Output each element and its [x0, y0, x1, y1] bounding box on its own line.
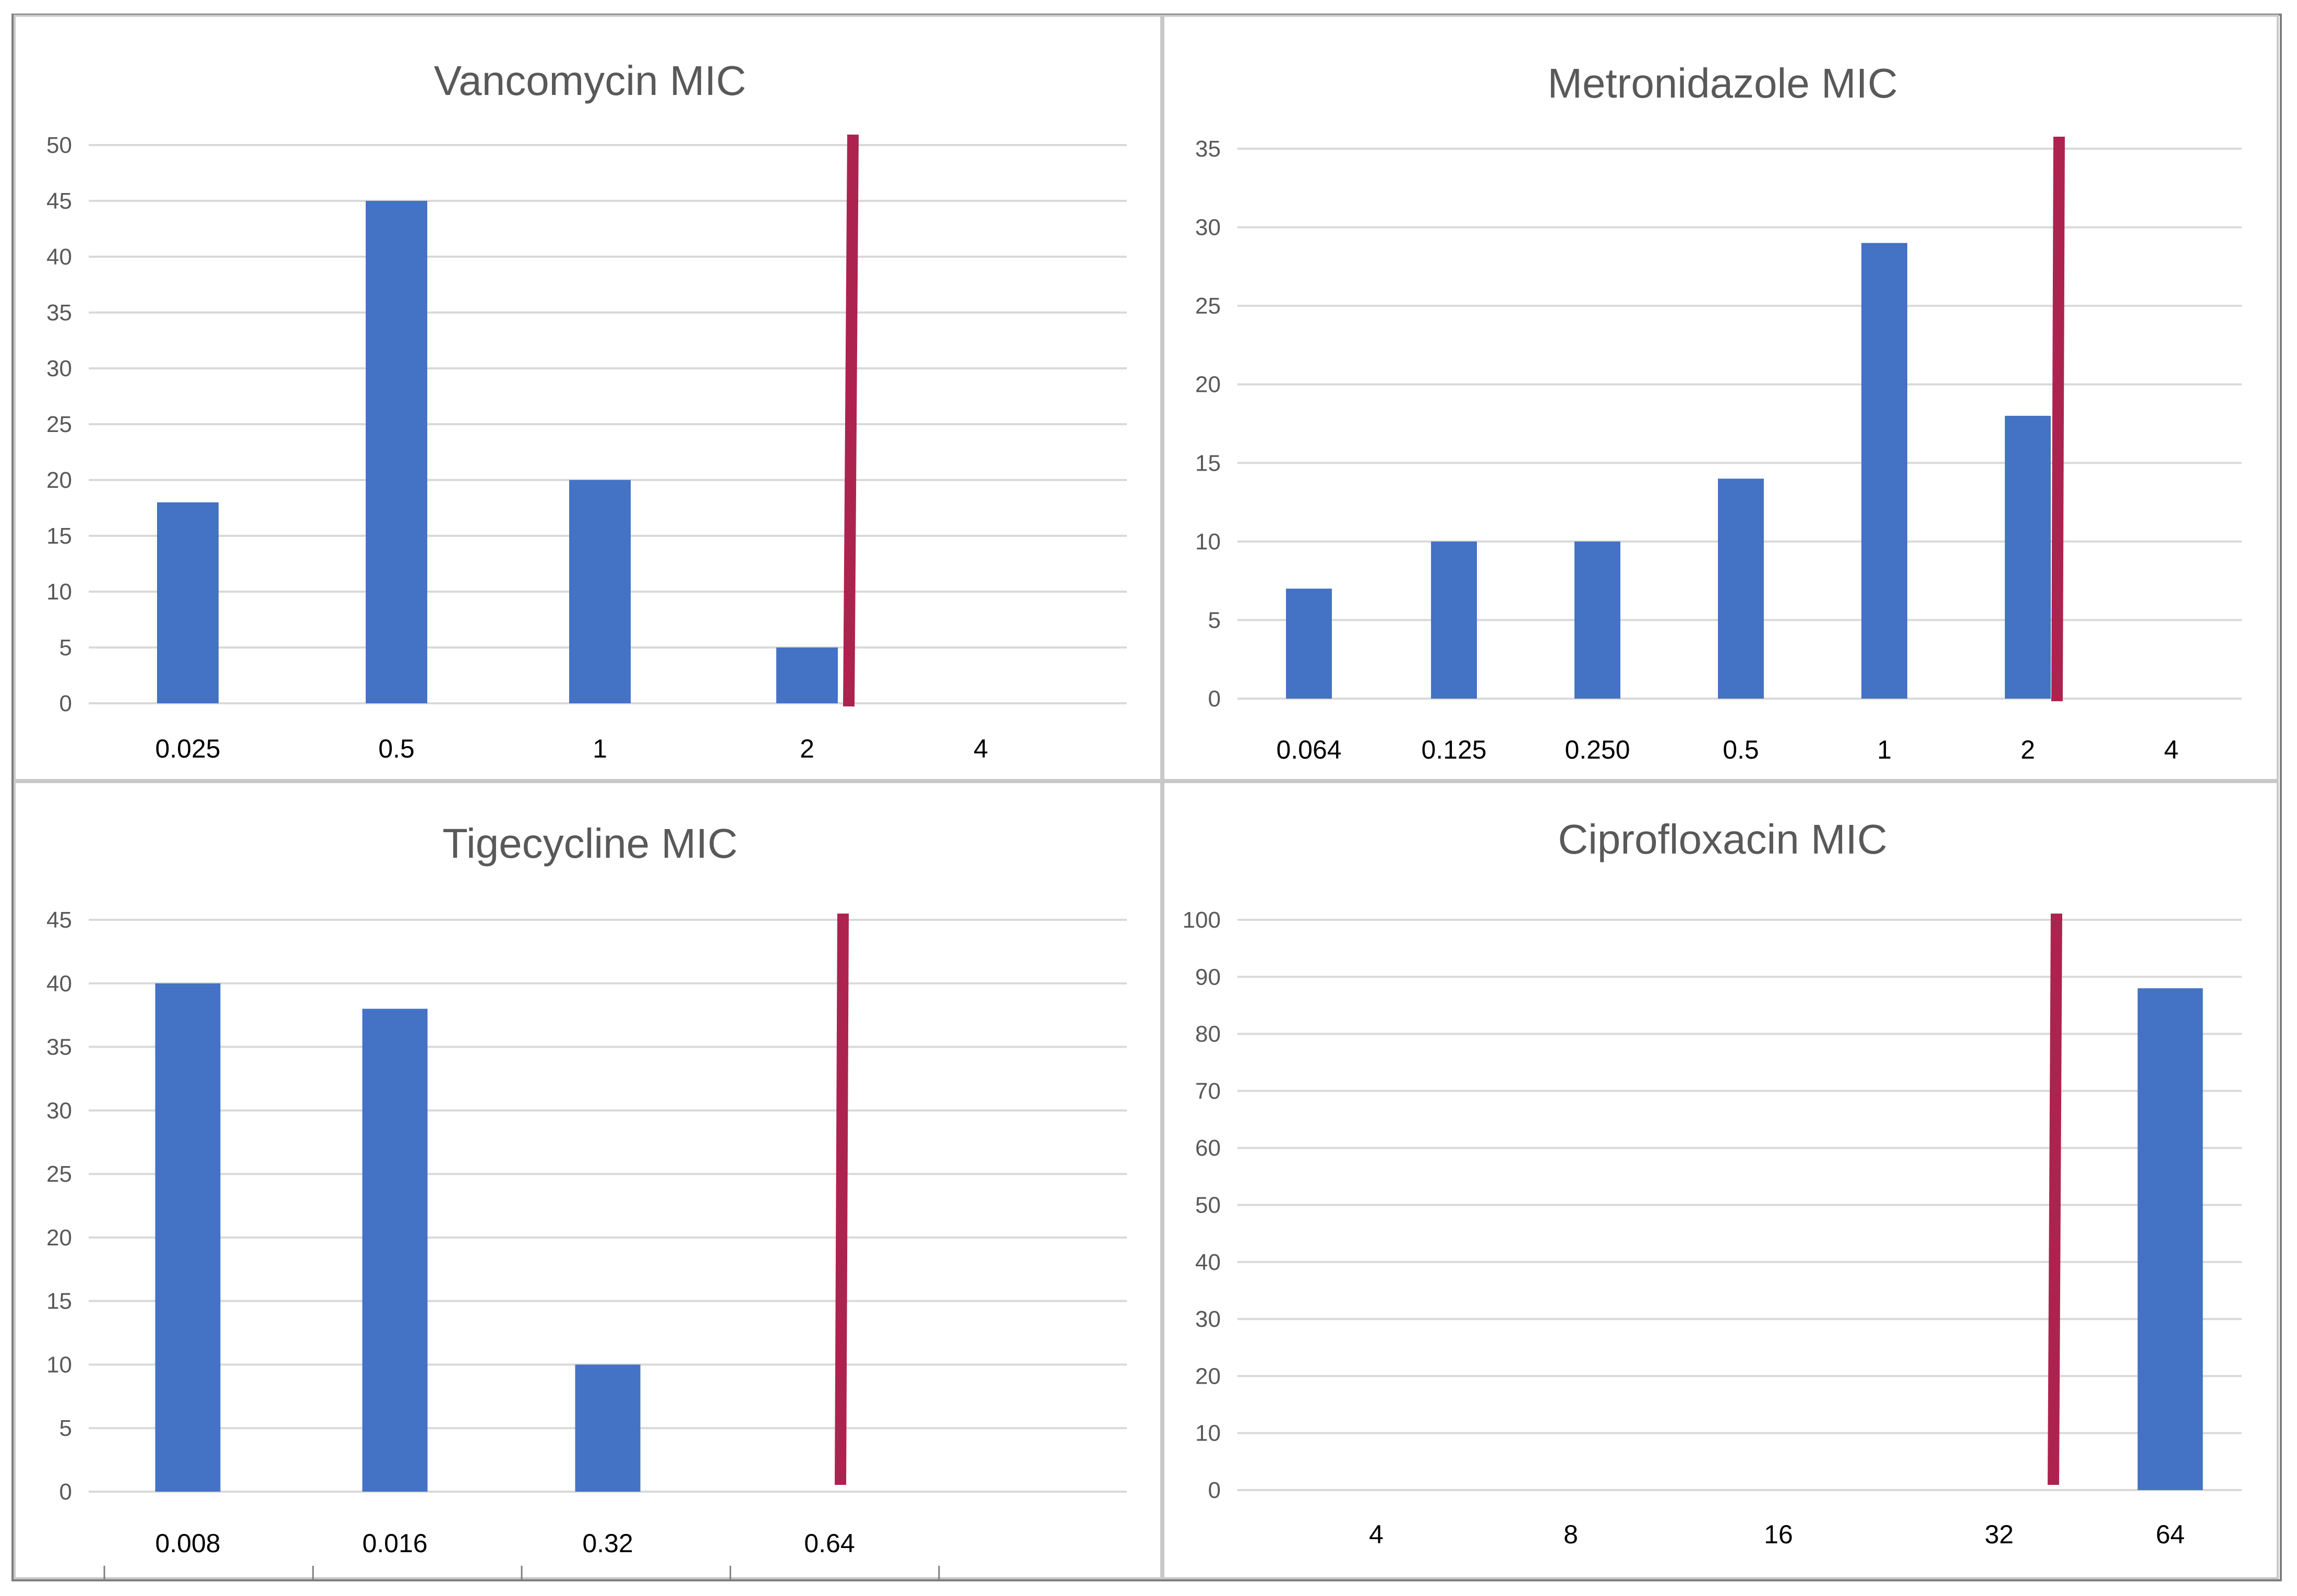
y-tick-label-10: 10 [46, 1352, 72, 1377]
bar-1 [1861, 243, 1907, 699]
y-tick-label-25: 25 [46, 412, 72, 437]
x-tick-label-0-125: 0.125 [1421, 735, 1486, 764]
y-tick-label-15: 15 [1195, 450, 1221, 476]
x-tick-label-4: 4 [1369, 1520, 1384, 1549]
y-tick-label-45: 45 [46, 188, 72, 214]
y-tick-label-60: 60 [1195, 1135, 1221, 1161]
y-tick-label-30: 30 [1195, 1306, 1221, 1332]
x-tick-label-8: 8 [1564, 1520, 1578, 1549]
y-tick-label-0: 0 [59, 1479, 72, 1505]
chart-title: Vancomycin MIC [434, 57, 747, 104]
bar-0-064 [1286, 589, 1332, 699]
y-tick-label-25: 25 [1195, 293, 1221, 319]
x-tick-label-0-5: 0.5 [378, 734, 415, 763]
y-tick-label-35: 35 [46, 300, 72, 326]
y-tick-label-45: 45 [46, 907, 72, 933]
chart-svg-tigecycline: Tigecycline MIC 0 5 10 15 20 25 30 35 40 45 0.008 0.… [46, 820, 1127, 1579]
chart-svg-vancomycin: Vancomycin MIC 0 5 10 15 20 25 30 35 40 45 50 0.025 0… [46, 57, 1127, 763]
bar-0-5 [366, 201, 427, 703]
y-tick-label-100: 100 [1183, 907, 1221, 933]
x-tick-label-1: 1 [1877, 735, 1892, 764]
x-tick-label-0-064: 0.064 [1276, 735, 1341, 764]
y-tick-label-50: 50 [46, 133, 72, 158]
x-tick-label-4: 4 [2164, 735, 2179, 764]
bar-0-250 [1574, 541, 1620, 699]
y-tick-label-50: 50 [1195, 1193, 1221, 1218]
bar-1 [569, 480, 631, 703]
x-tick-label-0-5: 0.5 [1723, 735, 1759, 764]
y-tick-label-70: 70 [1195, 1078, 1221, 1104]
y-tick-label-40: 40 [46, 244, 72, 270]
y-tick-label-30: 30 [1195, 215, 1221, 241]
y-tick-label-15: 15 [46, 523, 72, 549]
y-tick-label-80: 80 [1195, 1022, 1221, 1047]
breakpoint-reference-line [2048, 913, 2062, 1485]
chart-title: Metronidazole MIC [1547, 60, 1897, 106]
x-tick-label-0-250: 0.250 [1565, 735, 1630, 764]
chart-panel-ciprofloxacin: Ciprofloxacin MIC 0 10 20 30 40 50 60 70 80 90 100 4… [1162, 781, 2279, 1579]
chart-svg-metronidazole: Metronidazole MIC 0 5 10 15 20 25 30 35 0.064 0.12… [1195, 60, 2242, 764]
bar-0-008 [155, 983, 221, 1492]
y-tick-label-0: 0 [59, 691, 72, 716]
y-tick-label-20: 20 [1195, 372, 1221, 398]
y-tick-label-30: 30 [46, 1098, 72, 1123]
y-tick-label-20: 20 [1195, 1363, 1221, 1389]
x-tick-label-0-008: 0.008 [155, 1529, 220, 1558]
chart-title: Ciprofloxacin MIC [1558, 816, 1887, 862]
y-tick-label-10: 10 [1195, 1421, 1221, 1446]
x-tick-label-64: 64 [2156, 1520, 2185, 1549]
x-tick-label-1: 1 [593, 734, 607, 763]
y-tick-label-30: 30 [46, 356, 72, 381]
bar-2 [2005, 415, 2051, 699]
chart-title: Tigecycline MIC [442, 820, 738, 867]
chart-panel-tigecycline: Tigecycline MIC 0 5 10 15 20 25 30 35 40 45 0.008 0.… [14, 781, 1162, 1579]
x-tick-label-16: 16 [1764, 1520, 1793, 1549]
bar-0-016 [362, 1009, 428, 1492]
breakpoint-reference-line [843, 134, 859, 707]
y-tick-label-10: 10 [1195, 529, 1221, 555]
x-tick-label-0-32: 0.32 [582, 1529, 633, 1558]
x-tick-label-4: 4 [973, 734, 988, 763]
y-tick-label-90: 90 [1195, 964, 1221, 990]
x-tick-label-32: 32 [1985, 1520, 2014, 1549]
y-tick-label-25: 25 [46, 1161, 72, 1187]
y-tick-label-40: 40 [46, 971, 72, 997]
bar-0-025 [157, 502, 219, 703]
x-tick-label-0-64: 0.64 [804, 1529, 855, 1558]
y-tick-label-5: 5 [1208, 607, 1221, 633]
y-tick-label-20: 20 [46, 1225, 72, 1251]
breakpoint-reference-line [2051, 136, 2065, 702]
chart-panel-vancomycin: Vancomycin MIC 0 5 10 15 20 25 30 35 40 45 50 0.025 0… [14, 15, 1162, 781]
chart-svg-ciprofloxacin: Ciprofloxacin MIC 0 10 20 30 40 50 60 70 80 90 100 4… [1183, 816, 2242, 1549]
bar-2 [776, 647, 838, 703]
y-tick-label-35: 35 [1195, 136, 1221, 162]
x-tick-label-2: 2 [2021, 735, 2035, 764]
y-tick-label-0: 0 [1208, 1478, 1221, 1503]
bar-0-125 [1431, 541, 1477, 699]
y-tick-label-5: 5 [59, 1415, 72, 1441]
bar-0-32 [575, 1364, 641, 1492]
y-tick-label-15: 15 [46, 1289, 72, 1314]
x-tick-label-2: 2 [800, 734, 814, 763]
bar-0-5 [1718, 478, 1764, 699]
x-tick-label-0-016: 0.016 [362, 1529, 427, 1558]
breakpoint-reference-line [835, 913, 849, 1485]
y-tick-label-5: 5 [59, 635, 72, 661]
y-tick-label-0: 0 [1208, 686, 1221, 712]
y-tick-label-10: 10 [46, 579, 72, 605]
bar-64 [2137, 988, 2203, 1490]
y-tick-label-35: 35 [46, 1035, 72, 1060]
y-tick-label-20: 20 [46, 467, 72, 493]
y-tick-label-40: 40 [1195, 1250, 1221, 1275]
x-tick-label-0-025: 0.025 [155, 734, 220, 763]
chart-panel-metronidazole: Metronidazole MIC 0 5 10 15 20 25 30 35 0.064 0.12… [1162, 15, 2279, 781]
